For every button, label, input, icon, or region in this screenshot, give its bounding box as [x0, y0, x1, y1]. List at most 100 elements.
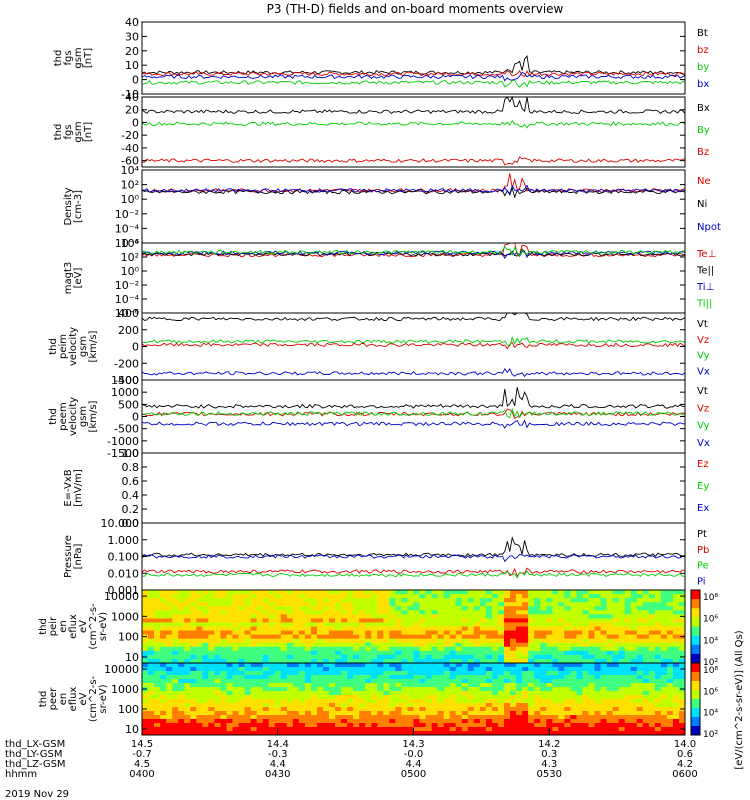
spectrogram-cell	[220, 719, 227, 724]
spectrogram-cell	[504, 711, 511, 716]
spectrogram-cell	[570, 727, 577, 732]
y-axis-label-line: Density	[63, 187, 74, 225]
spectrogram-cell	[353, 638, 360, 644]
spectrogram-cell	[196, 602, 203, 607]
spectrogram-cell	[256, 687, 264, 692]
spectrogram-cell	[371, 675, 378, 680]
spectrogram-cell	[286, 703, 294, 708]
spectrogram-cell	[540, 654, 547, 660]
spectrogram-cell	[298, 675, 306, 680]
spectrogram-cell	[636, 687, 644, 692]
spectrogram-cell	[323, 610, 330, 615]
time-row-value: 0400	[129, 769, 154, 780]
legend-entry-bx: bx	[697, 79, 709, 90]
spectrogram-cell	[244, 594, 251, 599]
spectrogram-cell	[576, 699, 583, 704]
spectrogram-cell	[262, 630, 270, 636]
spectrogram-cell	[377, 715, 384, 720]
spectrogram-cell	[214, 695, 221, 700]
spectrogram-cell	[449, 699, 457, 704]
spectrogram-cell	[371, 723, 378, 728]
spectrogram-cell	[389, 658, 396, 664]
spectrogram-cell	[238, 671, 245, 676]
spectrogram-cell	[588, 679, 595, 684]
spectrogram-cell	[618, 687, 626, 692]
spectrogram-cell	[654, 675, 662, 680]
spectrogram-cell	[636, 663, 644, 668]
spectrogram-cell	[329, 622, 336, 627]
spectrogram-cell	[504, 594, 511, 599]
spectrogram-cell	[630, 654, 638, 660]
spectrogram-cell	[455, 650, 463, 656]
spectrogram-cell	[172, 727, 179, 732]
spectrogram-cell	[461, 715, 469, 720]
spectrogram-cell	[648, 642, 656, 648]
spectrogram-cell	[214, 630, 221, 636]
spectrogram-cell	[142, 715, 149, 720]
spectrogram-cell	[347, 723, 354, 728]
spectrogram-cell	[401, 667, 408, 672]
spectrogram-cell	[479, 715, 487, 720]
spectrogram-cell	[419, 695, 426, 700]
spectrogram-cell	[624, 707, 632, 712]
spectrogram-cell	[274, 663, 282, 668]
spectrogram-cell	[395, 715, 402, 720]
spectrogram-cell	[491, 667, 499, 672]
spectrogram-cell	[437, 731, 445, 736]
spectrogram-cell	[359, 695, 366, 700]
spectrogram-cell	[268, 658, 276, 664]
spectrogram-cell	[516, 727, 523, 732]
spectrogram-cell	[323, 691, 330, 696]
spectrogram-cell	[383, 602, 390, 607]
spectrogram-cell	[208, 658, 215, 664]
spectrogram-cell	[672, 610, 680, 615]
spectrogram-cell	[148, 658, 155, 664]
spectrogram-cell	[329, 703, 336, 708]
spectrogram-cell	[618, 626, 626, 631]
spectrogram-cell	[473, 711, 481, 716]
spectrogram-cell	[479, 731, 487, 736]
spectrogram-cell	[570, 642, 577, 648]
spectrogram-cell	[425, 634, 432, 640]
spectrogram-cell	[365, 650, 372, 656]
spectrogram-cell	[341, 590, 348, 595]
y-axis-label-line: thd	[48, 408, 59, 425]
spectrogram-cell	[298, 610, 306, 615]
spectrogram-cell	[268, 654, 276, 660]
spectrogram-cell	[190, 671, 197, 676]
spectrogram-cell	[214, 711, 221, 716]
spectrogram-cell	[220, 683, 227, 688]
spectrogram-cell	[479, 658, 487, 664]
spectrogram-cell	[184, 594, 191, 599]
spectrogram-cell	[329, 699, 336, 704]
spectrogram-cell	[353, 654, 360, 660]
spectrogram-cell	[600, 707, 607, 712]
spectrogram-cell	[413, 679, 420, 684]
spectrogram-cell	[316, 715, 324, 720]
spectrogram-cell	[341, 646, 348, 652]
spectrogram-cell	[654, 598, 662, 603]
spectrogram-cell	[280, 727, 288, 732]
spectrogram-cell	[160, 614, 167, 619]
spectrogram-cell	[467, 594, 475, 599]
spectrogram-cell	[347, 650, 354, 656]
spectrogram-cell	[160, 727, 167, 732]
spectrogram-cell	[377, 707, 384, 712]
spectrogram-cell	[172, 691, 179, 696]
spectrogram-cell	[178, 602, 185, 607]
spectrogram-cell	[600, 642, 607, 648]
spectrogram-cell	[660, 731, 668, 736]
spectrogram-cell	[660, 602, 668, 607]
spectrogram-cell	[184, 683, 191, 688]
panel-frame	[141, 169, 686, 244]
spectrogram-cell	[558, 667, 565, 672]
spectrogram-cell	[202, 671, 209, 676]
spectrogram-cell	[389, 711, 396, 716]
spectrogram-cell	[672, 679, 680, 684]
spectrogram-cell	[479, 614, 487, 619]
spectrogram-cell	[347, 727, 354, 732]
spectrogram-cell	[594, 683, 601, 688]
spectrogram-cell	[425, 663, 432, 668]
spectrogram-cell	[413, 731, 420, 736]
spectrogram-cell	[154, 630, 161, 636]
